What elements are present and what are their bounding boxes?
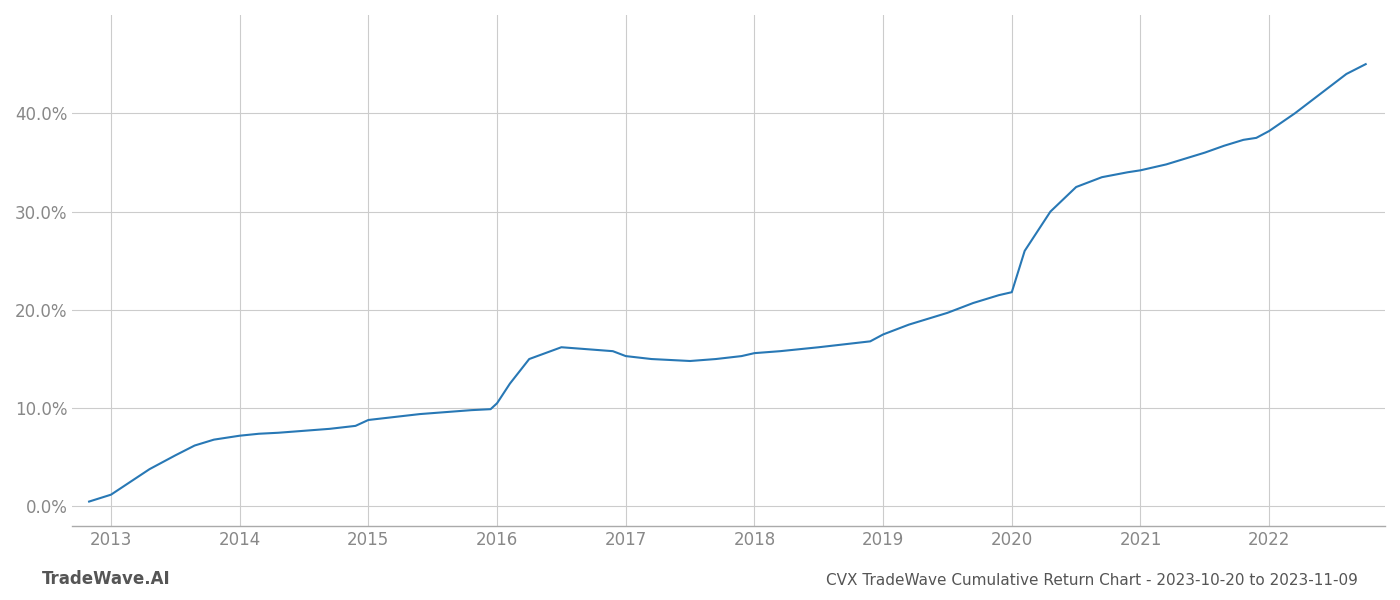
Text: CVX TradeWave Cumulative Return Chart - 2023-10-20 to 2023-11-09: CVX TradeWave Cumulative Return Chart - …	[826, 573, 1358, 588]
Text: TradeWave.AI: TradeWave.AI	[42, 570, 171, 588]
